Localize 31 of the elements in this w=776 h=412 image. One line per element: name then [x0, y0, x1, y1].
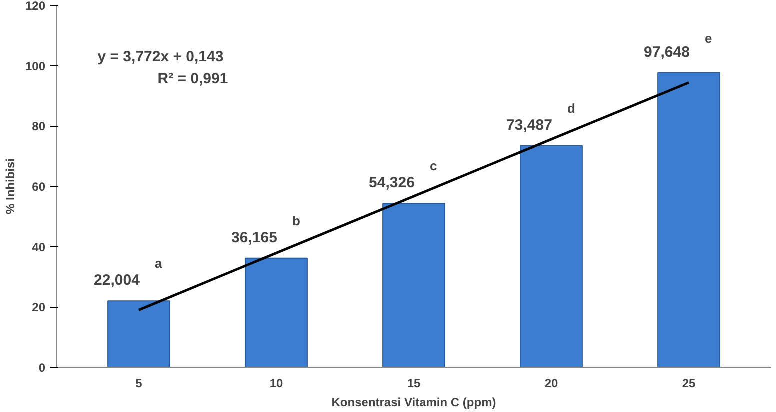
data-label: 54,326: [369, 174, 415, 192]
y-axis-title: % Inhibisi: [3, 158, 18, 214]
x-axis-title: Konsentrasi Vitamin C (ppm): [332, 396, 496, 410]
bar: [108, 300, 170, 368]
bar: [520, 145, 583, 368]
annotation: y = 3,772x + 0,143: [98, 48, 224, 66]
y-tick-label: 120: [25, 0, 46, 13]
y-tick-label: 100: [25, 59, 46, 74]
bar: [382, 203, 446, 368]
data-label: 22,004: [94, 272, 141, 290]
y-tick-label: 20: [32, 300, 46, 315]
annotation: b: [292, 213, 300, 228]
data-label: 73,487: [506, 116, 552, 134]
annotation: c: [430, 158, 438, 174]
x-tick-label: 10: [270, 376, 284, 390]
annotation: e: [705, 30, 712, 46]
x-tick-label: 25: [682, 376, 696, 390]
annotation: R² = 0,991: [158, 70, 228, 88]
x-tick-label: 20: [544, 376, 558, 390]
bar: [245, 258, 308, 368]
x-tick-label: 5: [136, 376, 143, 390]
data-label: 36,165: [232, 229, 278, 246]
y-tick-label: 80: [32, 120, 46, 134]
annotation: d: [568, 100, 576, 116]
y-tick-label: 40: [32, 240, 46, 254]
annotation: a: [155, 256, 163, 272]
y-tick-label: 0: [38, 361, 46, 375]
x-tick-label: 15: [407, 376, 421, 390]
y-tick-label: 60: [32, 180, 46, 194]
data-label: 97,648: [644, 44, 690, 61]
bar: [658, 72, 720, 368]
